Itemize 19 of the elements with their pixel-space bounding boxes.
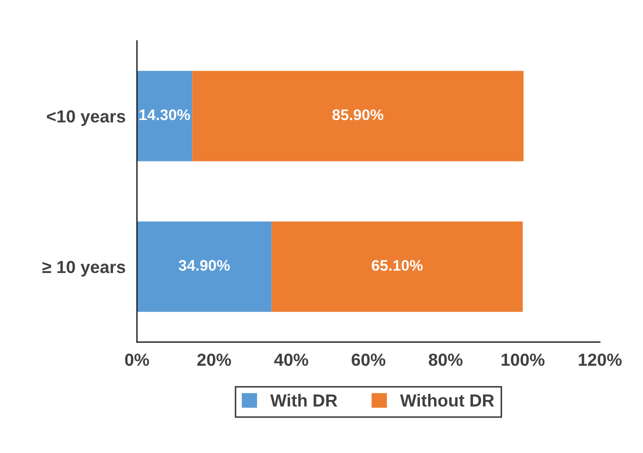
- bar: [272, 222, 523, 312]
- legend-label: With DR: [270, 394, 338, 407]
- x-tick-label: 60%: [352, 354, 386, 366]
- data-label: 14.30%: [140, 109, 190, 120]
- x-tick-label: 20%: [197, 354, 232, 366]
- bar: [192, 70, 524, 162]
- data-label: 85.90%: [332, 109, 384, 120]
- x-tick-label: 40%: [274, 354, 308, 366]
- y-tick-label: ≥ 10 years: [42, 260, 126, 277]
- bar: [136, 222, 272, 312]
- x-tick-label: 120%: [578, 354, 622, 366]
- data-label: 65.10%: [372, 260, 423, 271]
- x-tick-label: 100%: [502, 354, 545, 366]
- x-tick-label: 80%: [428, 354, 463, 366]
- legend-label: Without DR: [400, 394, 494, 407]
- bar: [136, 70, 192, 162]
- x-tick-label: 0%: [125, 354, 150, 366]
- data-label: 34.90%: [178, 260, 230, 271]
- y-tick-label: <10 years: [46, 110, 126, 126]
